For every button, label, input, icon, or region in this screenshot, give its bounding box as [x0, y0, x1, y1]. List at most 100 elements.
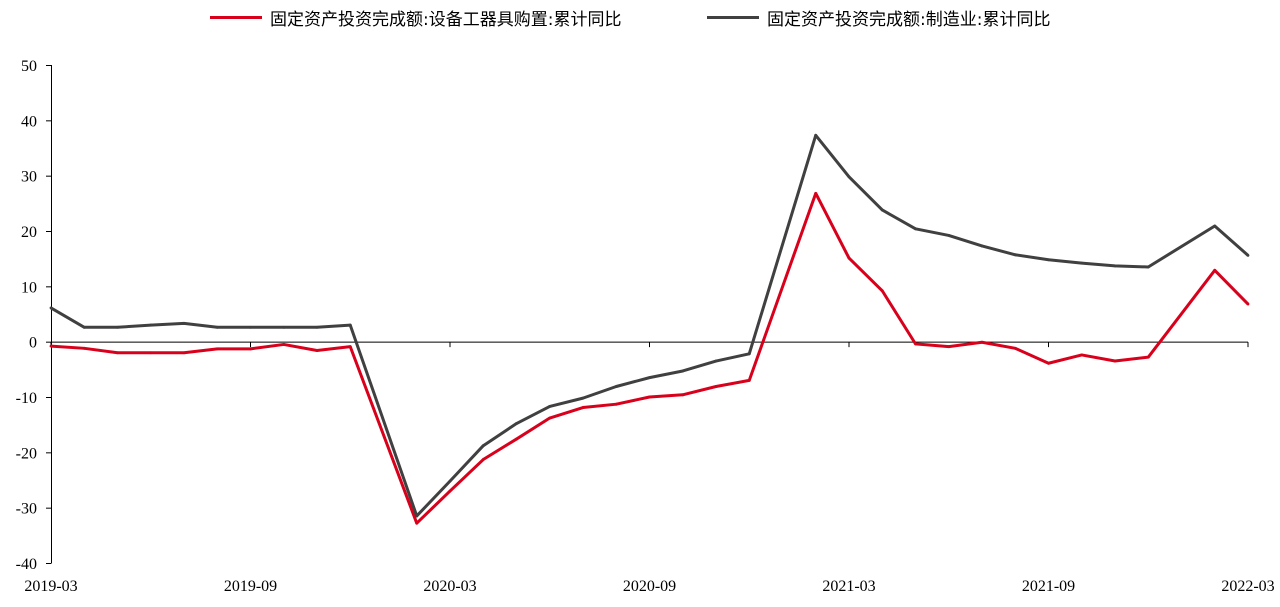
data-point — [681, 369, 685, 373]
data-point — [914, 342, 917, 346]
x-tick-label: 2021-03 — [822, 578, 875, 595]
x-axis: 2019-03 2019-09 2020-03 2020-09 2021-03 2021-… — [24, 341, 1275, 595]
series-layer — [49, 133, 1250, 525]
series-1 — [49, 191, 1250, 525]
legend-label-equipment-purchase: 固定资产投资完成额:设备工器具购置:累计同比 — [270, 9, 622, 30]
x-tick-label: 2020-03 — [423, 578, 476, 595]
data-point — [116, 325, 119, 329]
data-point — [914, 227, 917, 231]
data-point — [1213, 224, 1217, 228]
data-point — [880, 208, 884, 212]
data-point — [49, 344, 53, 348]
data-point — [614, 402, 618, 406]
data-point — [1113, 359, 1117, 363]
data-point — [1013, 346, 1017, 350]
data-point — [215, 325, 219, 329]
data-point — [149, 323, 153, 327]
data-point — [481, 458, 485, 461]
x-ticks: 2019-03 2019-09 2020-03 2020-09 2021-03 2021-… — [24, 342, 1275, 595]
data-point — [980, 244, 984, 248]
data-point — [1246, 302, 1250, 306]
y-tick-label: 0 — [29, 335, 37, 352]
x-tick-label: 2019-03 — [24, 578, 77, 595]
data-point — [481, 444, 485, 448]
data-point — [1146, 355, 1150, 359]
data-point — [847, 175, 851, 179]
data-point — [548, 416, 552, 420]
data-point — [448, 489, 452, 493]
data-point — [714, 385, 718, 388]
x-tick-label: 2020-09 — [623, 578, 676, 595]
y-tick-label: 10 — [21, 279, 37, 296]
y-tick-label: 40 — [21, 113, 37, 130]
data-point — [747, 352, 751, 356]
data-point — [1080, 261, 1084, 265]
data-point — [1080, 353, 1084, 357]
data-point — [415, 514, 419, 518]
data-point — [82, 325, 86, 329]
data-point — [182, 322, 186, 325]
data-point — [82, 346, 86, 350]
x-tick-label: 2022-03 — [1221, 578, 1274, 595]
legend: 固定资产投资完成额:设备工器具购置:累计同比 固定资产投资完成额:制造业:累计同… — [0, 0, 1280, 34]
y-axis: 50 40 30 20 10 0 -10 -20 -30 -40 — [16, 58, 52, 573]
data-point — [348, 345, 352, 349]
data-point — [415, 521, 419, 525]
data-point — [581, 396, 585, 400]
data-point — [980, 340, 984, 344]
legend-item-manufacturing: 固定资产投资完成额:制造业:累计同比 — [707, 6, 1051, 30]
data-point — [116, 351, 119, 355]
legend-swatch-equipment-purchase — [210, 15, 262, 19]
data-point — [182, 351, 186, 355]
data-point — [814, 133, 818, 137]
y-tick-label: -20 — [16, 445, 37, 462]
data-point — [1213, 268, 1217, 272]
data-point — [880, 289, 884, 293]
y-tick-label: -30 — [16, 501, 37, 518]
series-line-1 — [50, 191, 1250, 525]
data-point — [814, 191, 818, 195]
legend-swatch-manufacturing — [707, 15, 759, 19]
data-point — [249, 347, 252, 351]
data-point — [515, 437, 518, 441]
data-point — [548, 405, 552, 408]
data-point — [847, 256, 851, 260]
data-point — [1246, 253, 1250, 257]
data-point — [648, 395, 651, 399]
y-tick-label: -10 — [16, 390, 37, 407]
data-point — [149, 351, 153, 355]
data-point — [515, 422, 518, 425]
data-point — [49, 306, 53, 310]
y-tick-label: 50 — [21, 58, 37, 75]
x-tick-label: 2019-09 — [224, 578, 277, 595]
data-point — [648, 376, 651, 380]
data-point — [315, 349, 319, 352]
legend-label-manufacturing: 固定资产投资完成额:制造业:累计同比 — [767, 9, 1051, 30]
data-point — [681, 393, 685, 397]
data-point — [282, 325, 286, 329]
y-ticks: 50 40 30 20 10 0 -10 -20 -30 -40 — [16, 58, 52, 573]
data-point — [348, 323, 352, 327]
series-2 — [49, 133, 1250, 518]
data-point — [1013, 253, 1017, 257]
legend-item-equipment-purchase: 固定资产投资完成额:设备工器具购置:累计同比 — [210, 6, 622, 30]
data-point — [1047, 258, 1050, 262]
data-point — [1047, 361, 1050, 365]
x-tick-label: 2021-09 — [1022, 578, 1075, 595]
data-point — [1146, 265, 1150, 269]
data-point — [1113, 264, 1117, 268]
data-point — [747, 379, 751, 382]
data-point — [614, 385, 618, 388]
data-point — [448, 479, 452, 483]
data-point — [581, 406, 585, 409]
y-tick-label: 30 — [21, 169, 37, 186]
y-tick-label: 20 — [21, 224, 37, 241]
data-point — [714, 359, 718, 363]
data-point — [215, 347, 219, 351]
series-line-2 — [50, 133, 1249, 518]
data-point — [315, 325, 319, 329]
data-point — [947, 345, 951, 349]
y-tick-label: -40 — [16, 556, 37, 573]
data-point — [249, 325, 252, 329]
data-point — [282, 343, 286, 346]
